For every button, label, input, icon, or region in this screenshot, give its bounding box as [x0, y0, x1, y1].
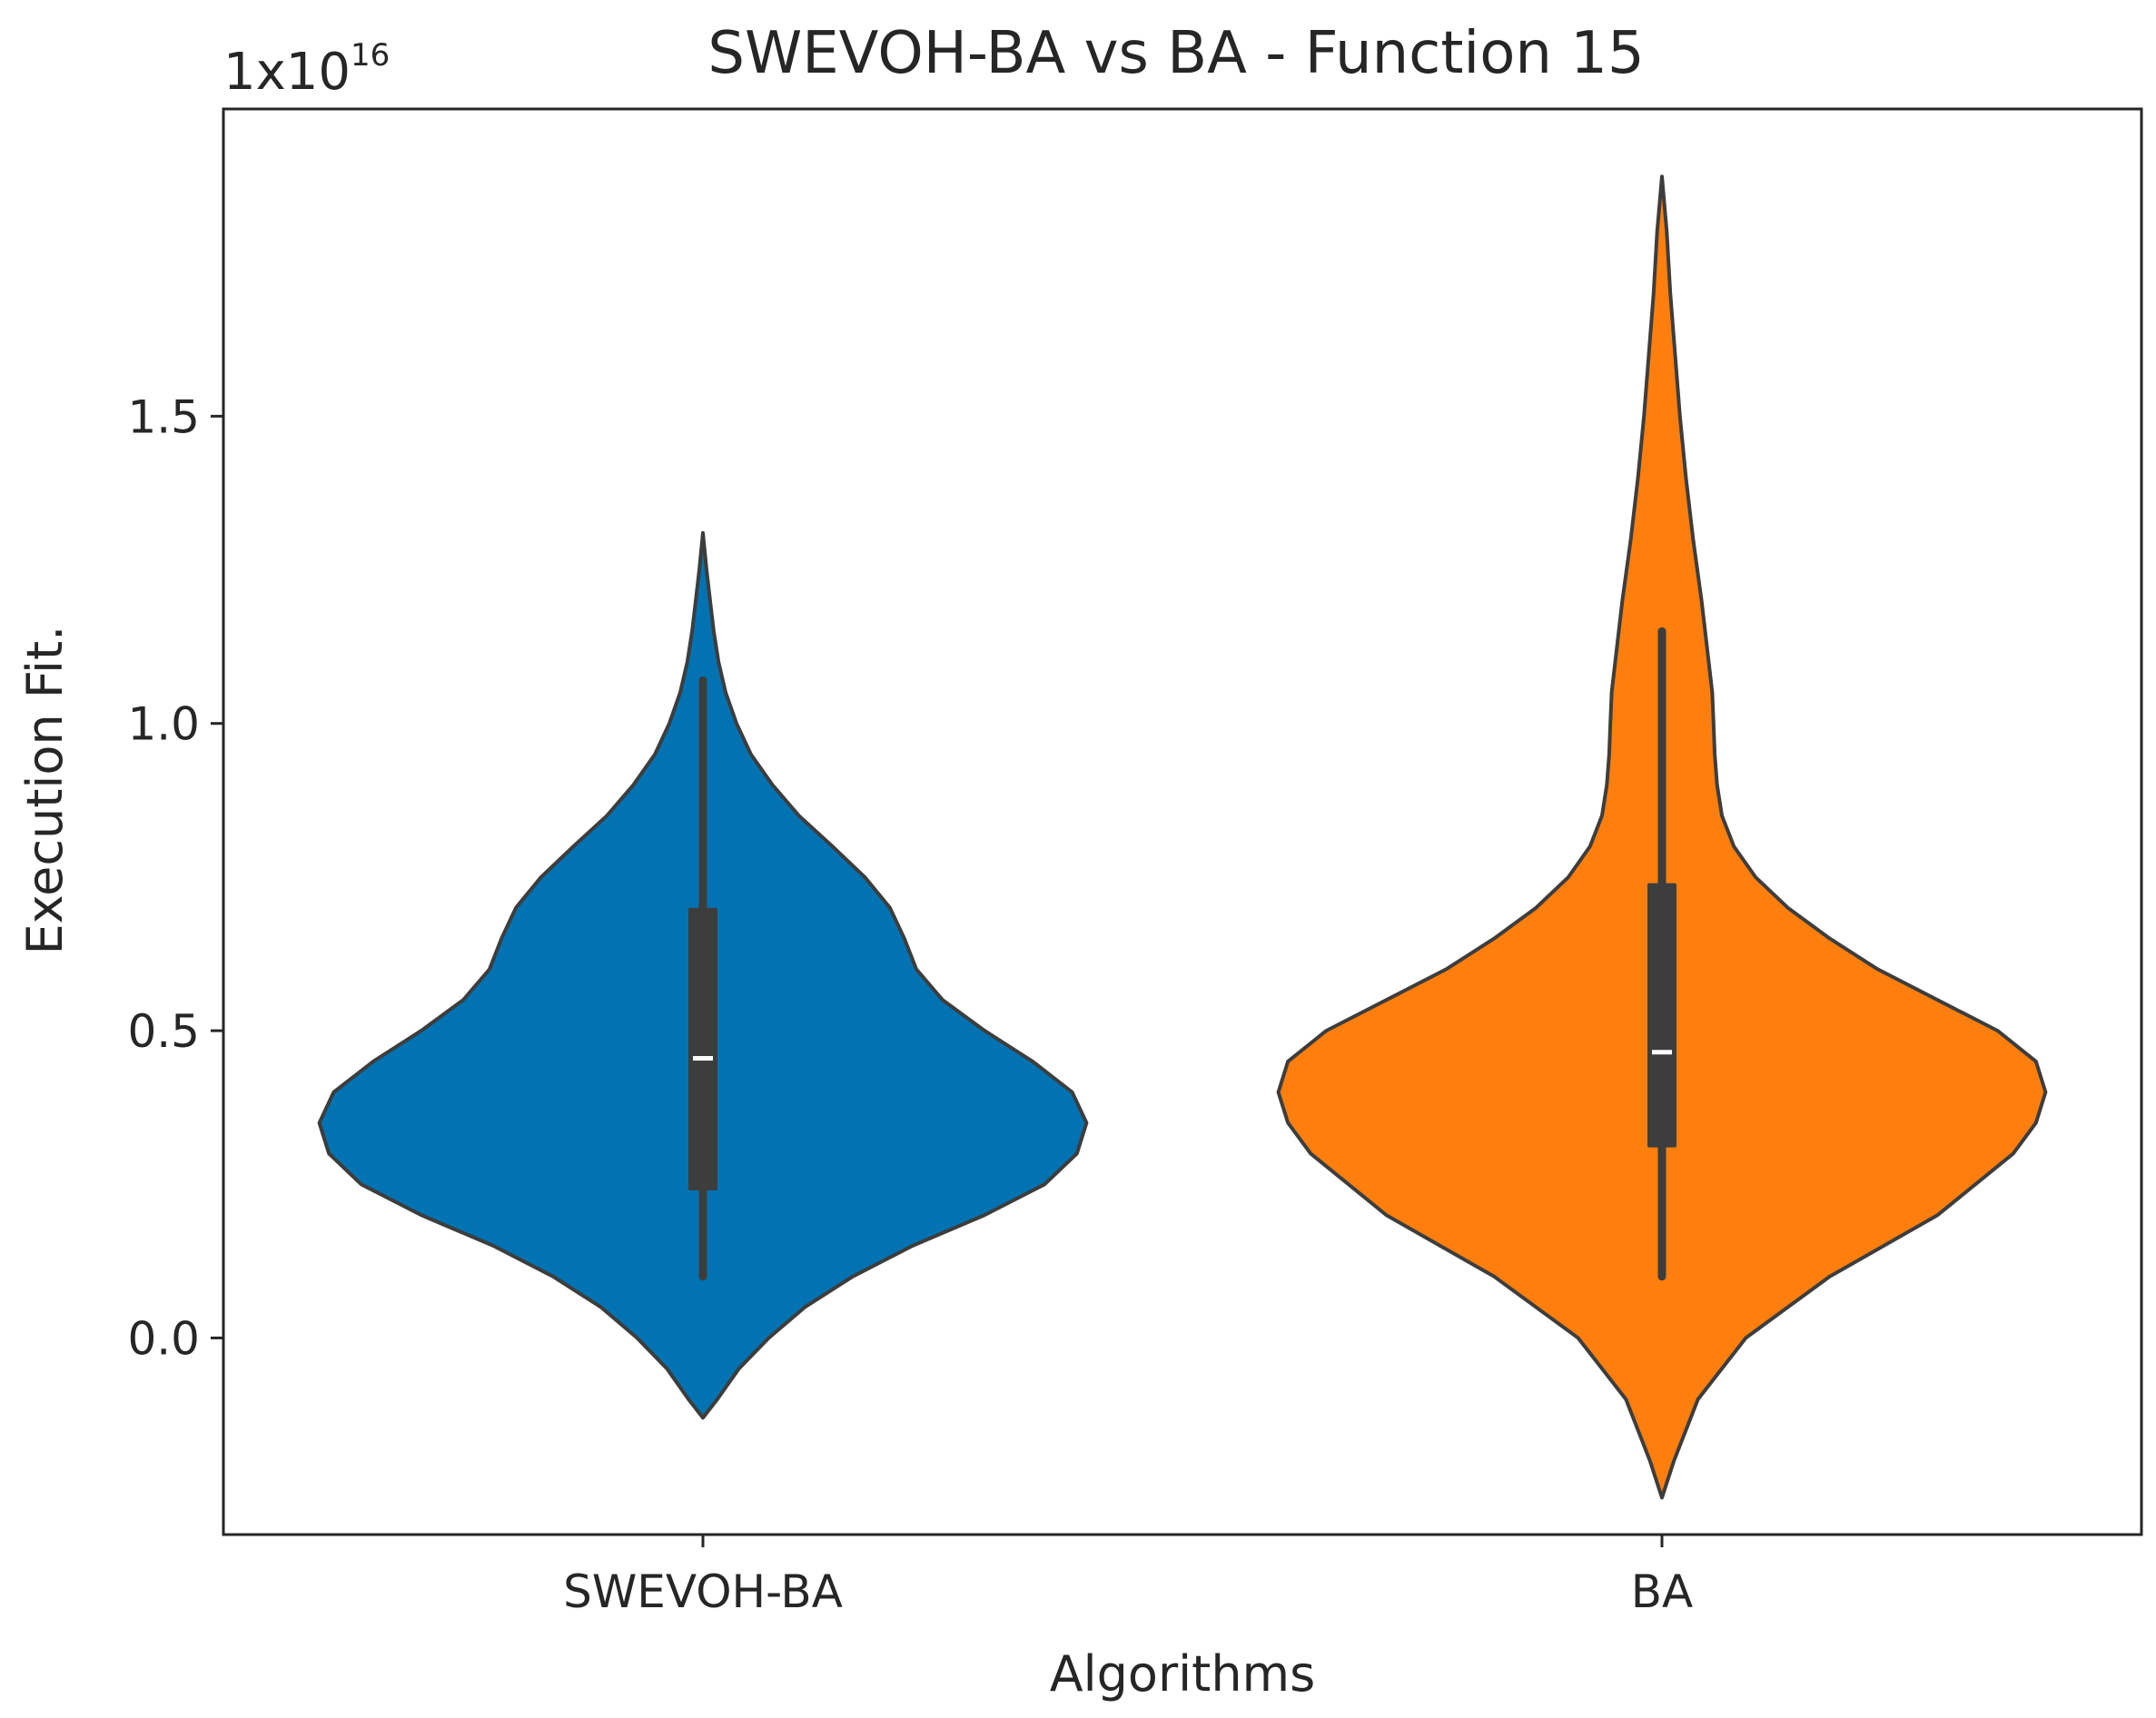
plot-frame [222, 107, 2143, 1536]
x-tick-label: SWEVOH-BA [563, 1565, 843, 1618]
box-layer [688, 627, 1676, 1281]
y-tick-label: 1.0 [127, 698, 200, 751]
y-tick-label: 0.0 [127, 1312, 200, 1365]
iqr-box-ba [1647, 883, 1676, 1148]
y-axis: 0.0 0.5 1.0 1.5 [127, 390, 223, 1365]
x-axis-label: Algorithms [1050, 1645, 1316, 1703]
iqr-box-swevoh-ba [688, 907, 717, 1191]
x-axis: SWEVOH-BA BA [563, 1535, 1693, 1618]
y-tick-label: 1.5 [127, 390, 200, 443]
y-axis-label: Execution Fit. [16, 626, 74, 955]
y-scale-exponent: 16 [351, 37, 390, 74]
chart-title: SWEVOH-BA vs BA - Function 15 [707, 20, 1644, 87]
y-tick-label: 0.5 [127, 1005, 200, 1058]
y-scale-base: 1x10 [223, 43, 351, 102]
x-tick-label: BA [1631, 1565, 1694, 1618]
y-scale-note: 1x1016 [223, 37, 390, 102]
